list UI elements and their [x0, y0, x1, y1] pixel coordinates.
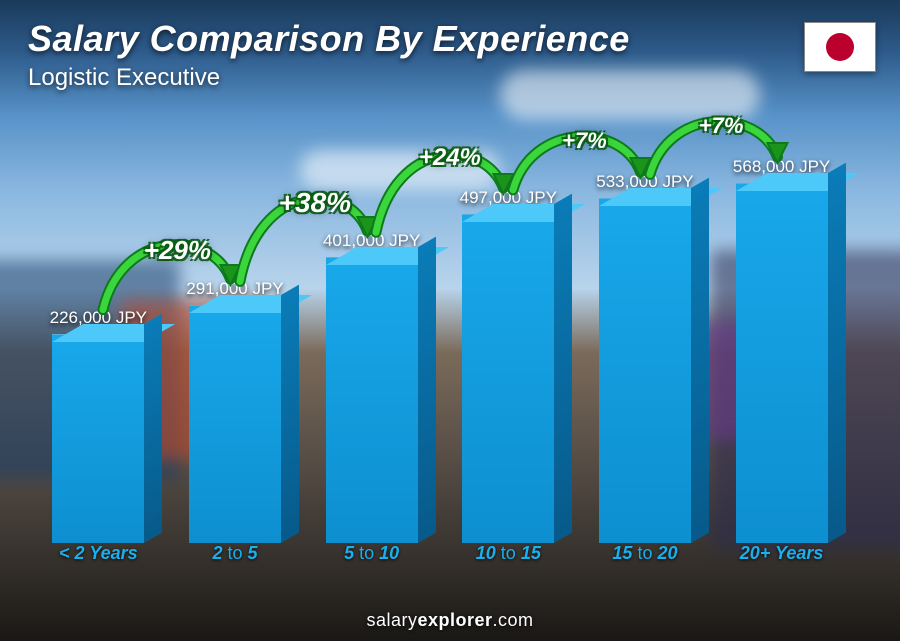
bar-group: 401,000 JPY: [312, 110, 432, 543]
bar-group: 497,000 JPY: [448, 110, 568, 543]
bar-group: 226,000 JPY: [38, 110, 158, 543]
category-label: 5 to 10: [312, 543, 432, 573]
footer-text-suffix: .com: [493, 610, 534, 630]
bar: [599, 198, 691, 543]
footer-text-bold: explorer: [417, 610, 492, 630]
page-root: Salary Comparison By Experience Logistic…: [0, 0, 900, 641]
footer-text-plain: salary: [366, 610, 417, 630]
category-label: 20+ Years: [722, 543, 842, 573]
category-label: 15 to 20: [585, 543, 705, 573]
category-label: 10 to 15: [448, 543, 568, 573]
bar-group: 291,000 JPY: [175, 110, 295, 543]
chart-area: 226,000 JPY291,000 JPY401,000 JPY497,000…: [30, 110, 850, 573]
category-label: 2 to 5: [175, 543, 295, 573]
bar: [189, 305, 281, 543]
title-block: Salary Comparison By Experience Logistic…: [28, 18, 630, 92]
category-label: < 2 Years: [38, 543, 158, 573]
page-title: Salary Comparison By Experience: [28, 18, 630, 60]
page-subtitle: Logistic Executive: [28, 64, 630, 92]
bar: [462, 214, 554, 543]
country-flag-japan: [804, 22, 876, 72]
flag-dot: [826, 33, 854, 61]
bar-group: 568,000 JPY: [722, 110, 842, 543]
bar: [326, 257, 418, 543]
footer-attribution: salaryexplorer.com: [0, 610, 900, 631]
bar-group: 533,000 JPY: [585, 110, 705, 543]
bar: [736, 183, 828, 543]
bar: [52, 334, 144, 543]
category-row: < 2 Years 2 to 5 5 to 10 10 to 15 15 to 20 20…: [30, 543, 850, 573]
bars-row: 226,000 JPY291,000 JPY401,000 JPY497,000…: [30, 110, 850, 543]
